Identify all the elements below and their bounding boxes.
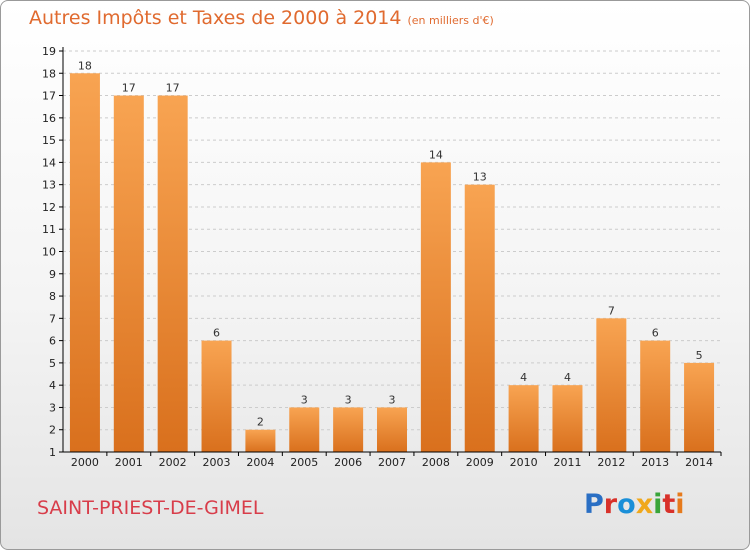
bars: 18 17 17 6 2 3 3 3 14 13 4 4 7 6 5: [69, 59, 715, 453]
chart-title: Autres Impôts et Taxes de 2000 à 2014 (en…: [29, 7, 494, 29]
x-tick-label-2012: 2012: [597, 456, 625, 469]
y-tick-label: 3: [49, 401, 56, 414]
data-label-2009: 13: [473, 171, 487, 184]
bar-2005: [289, 407, 320, 452]
bar-2013: [640, 340, 671, 452]
chart-subtitle: (en milliers d'€): [407, 14, 494, 27]
logo-letter: P: [584, 489, 604, 520]
logo-letter: x: [635, 489, 654, 520]
y-tick-label: 1: [49, 446, 56, 459]
y-tick-label: 17: [42, 90, 56, 103]
data-label-2011: 4: [564, 371, 571, 384]
x-tick-label-2014: 2014: [685, 456, 713, 469]
bar-2004: [245, 429, 276, 452]
y-tick-label: 19: [42, 45, 56, 58]
y-tick-label: 11: [42, 223, 56, 236]
data-label-2013: 6: [652, 327, 659, 340]
x-tick-label-2000: 2000: [71, 456, 99, 469]
y-tick-label: 5: [49, 357, 56, 370]
logo-letter: t: [662, 489, 676, 520]
data-label-2010: 4: [520, 371, 527, 384]
y-tick-label: 14: [42, 156, 56, 169]
data-label-2004: 2: [257, 416, 264, 429]
x-tick-label-2003: 2003: [203, 456, 231, 469]
bar-2014: [684, 362, 715, 452]
proxiti-logo: Proxiti: [584, 489, 685, 520]
bar-2001: [113, 95, 144, 453]
y-tick-label: 8: [49, 290, 56, 303]
y-tick-label: 2: [49, 424, 56, 437]
x-tick-label-2001: 2001: [115, 456, 143, 469]
y-tick-label: 18: [42, 67, 56, 80]
x-tick-label-2013: 2013: [641, 456, 669, 469]
x-tick-label-2004: 2004: [246, 456, 274, 469]
logo-letter: o: [617, 489, 636, 520]
logo-letter: r: [603, 489, 618, 520]
bar-2012: [596, 318, 627, 452]
bar-2003: [201, 340, 232, 452]
y-tick-label: 4: [49, 379, 56, 392]
x-tick-label-2005: 2005: [290, 456, 318, 469]
x-tick-label-2008: 2008: [422, 456, 450, 469]
data-label-2003: 6: [213, 327, 220, 340]
data-label-2007: 3: [389, 393, 396, 406]
x-tick-label-2009: 2009: [466, 456, 494, 469]
bar-2008: [420, 162, 451, 452]
y-tick-label: 9: [49, 268, 56, 281]
y-tick-label: 6: [49, 335, 56, 348]
data-label-2001: 17: [122, 82, 136, 95]
x-tick-label-2006: 2006: [334, 456, 362, 469]
bar-2011: [552, 385, 583, 452]
data-label-2014: 5: [696, 349, 703, 362]
y-tick-label: 13: [42, 179, 56, 192]
y-tick-label: 10: [42, 246, 56, 259]
data-label-2008: 14: [429, 148, 443, 161]
data-label-2005: 3: [301, 393, 308, 406]
bar-2000: [69, 73, 100, 453]
x-tick-label-2007: 2007: [378, 456, 406, 469]
bar-2006: [333, 407, 364, 452]
y-tick-label: 15: [42, 134, 56, 147]
town-name: SAINT-PRIEST-DE-GIMEL: [37, 497, 264, 519]
data-label-2012: 7: [608, 304, 615, 317]
bar-2009: [464, 184, 495, 452]
chart-title-text: Autres Impôts et Taxes de 2000 à 2014: [29, 7, 402, 29]
y-tick-label: 7: [49, 312, 56, 325]
x-tick-label-2002: 2002: [159, 456, 187, 469]
y-tick-label: 12: [42, 201, 56, 214]
bar-2007: [377, 407, 407, 452]
logo-letter: i: [675, 489, 685, 520]
y-tick-label: 16: [42, 112, 56, 125]
data-label-2000: 18: [78, 59, 92, 72]
data-label-2002: 17: [166, 82, 180, 95]
x-tick-label-2011: 2011: [553, 456, 581, 469]
bar-2010: [508, 385, 539, 452]
logo-letter: i: [653, 489, 663, 520]
data-label-2006: 3: [345, 393, 352, 406]
x-tick-label-2010: 2010: [510, 456, 538, 469]
bar-2002: [157, 95, 188, 453]
